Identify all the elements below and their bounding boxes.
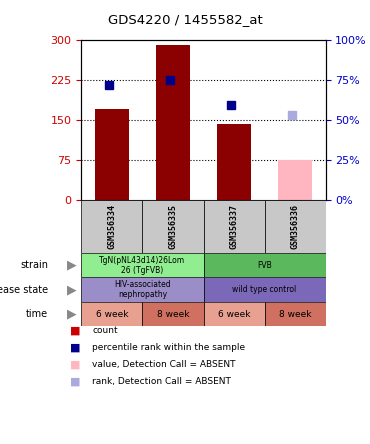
Text: GDS4220 / 1455582_at: GDS4220 / 1455582_at [108, 13, 262, 27]
Text: TgN(pNL43d14)26Lom
26 (TgFVB): TgN(pNL43d14)26Lom 26 (TgFVB) [100, 256, 185, 275]
Bar [265, 200, 326, 253]
Text: 8 week: 8 week [157, 309, 189, 319]
Text: value, Detection Call = ABSENT: value, Detection Call = ABSENT [92, 360, 236, 369]
Bar [81, 302, 142, 326]
Text: ▶: ▶ [67, 283, 77, 296]
Text: GSM356335: GSM356335 [168, 204, 178, 249]
Text: rank, Detection Call = ABSENT: rank, Detection Call = ABSENT [92, 377, 231, 386]
Bar [81, 200, 142, 253]
Text: ■: ■ [70, 377, 81, 386]
Bar [142, 200, 204, 253]
Bar [204, 200, 265, 253]
Text: GSM356334: GSM356334 [107, 204, 117, 249]
Text: disease state: disease state [0, 285, 48, 295]
Bar [95, 109, 129, 200]
Bar [204, 253, 326, 278]
Text: GSM356336: GSM356336 [290, 204, 300, 249]
Bar [204, 278, 326, 302]
Text: 6 week: 6 week [218, 309, 250, 319]
Text: ■: ■ [70, 343, 81, 353]
Bar [142, 302, 204, 326]
Text: HIV-associated
nephropathy: HIV-associated nephropathy [114, 280, 171, 299]
Text: wild type control: wild type control [232, 285, 297, 294]
Text: 8 week: 8 week [279, 309, 311, 319]
Bar [81, 253, 204, 278]
Text: strain: strain [20, 260, 48, 270]
Text: percentile rank within the sample: percentile rank within the sample [92, 343, 246, 352]
Bar [204, 302, 265, 326]
Bar [265, 302, 326, 326]
Bar [278, 160, 312, 200]
Bar [81, 278, 204, 302]
Text: GSM356337: GSM356337 [229, 204, 239, 249]
Bar [156, 45, 190, 200]
Text: ▶: ▶ [67, 308, 77, 321]
Text: count: count [92, 326, 118, 335]
Text: FVB: FVB [257, 261, 272, 270]
Text: ■: ■ [70, 360, 81, 369]
Bar [217, 124, 251, 200]
Text: time: time [26, 309, 48, 319]
Text: ■: ■ [70, 326, 81, 336]
Text: 6 week: 6 week [96, 309, 128, 319]
Text: ▶: ▶ [67, 259, 77, 272]
